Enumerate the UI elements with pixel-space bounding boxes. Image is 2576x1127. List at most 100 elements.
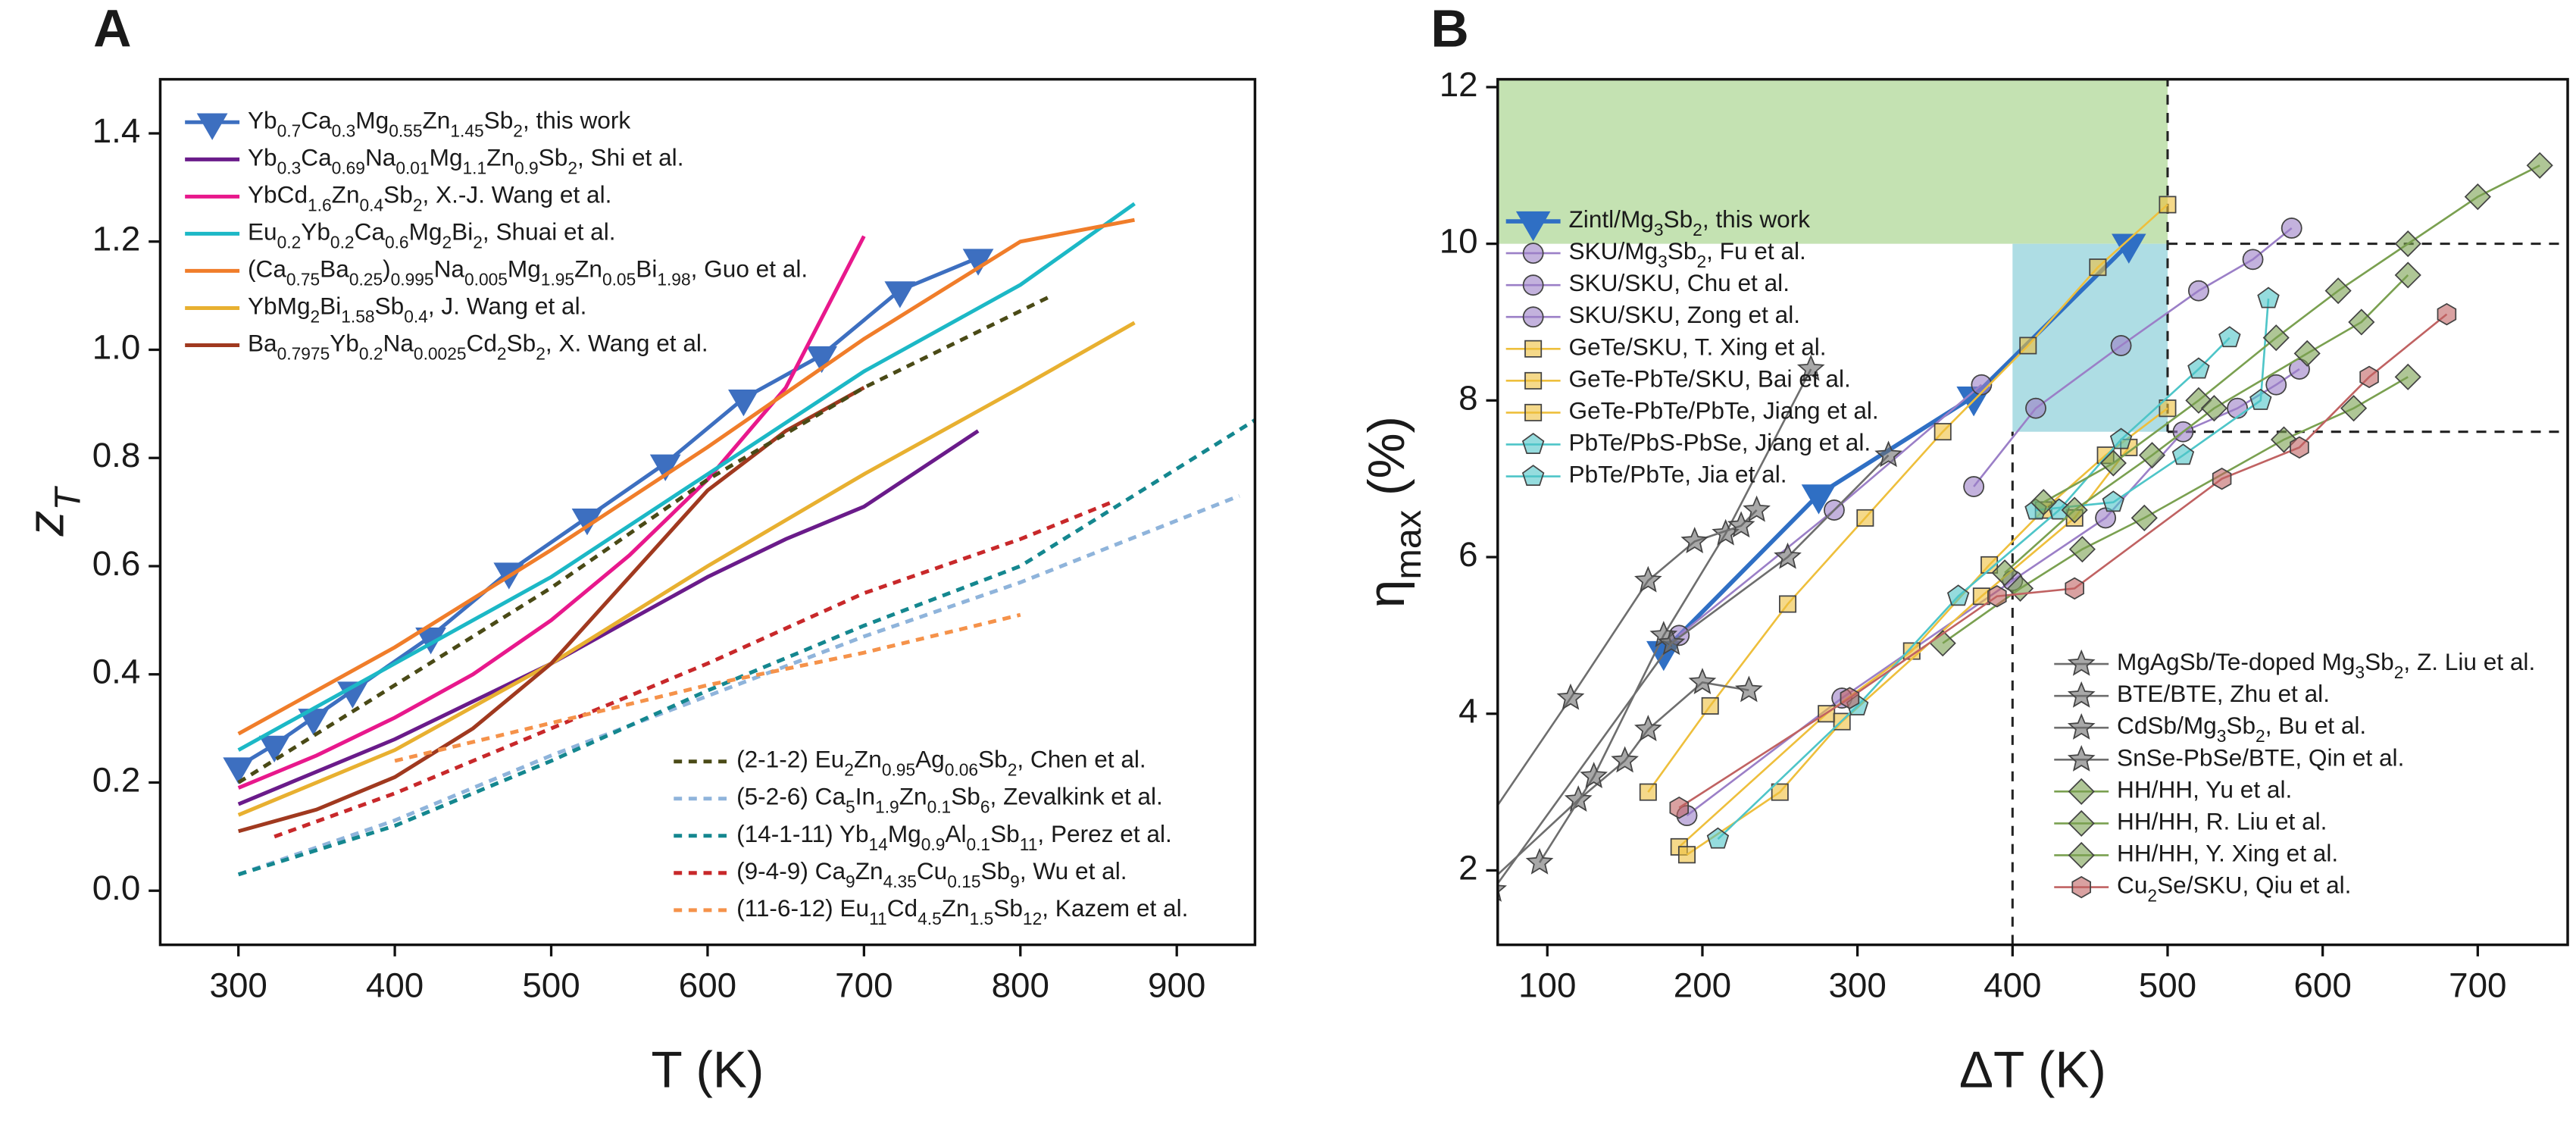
x-axis-title: ΔT (K) [1959, 1041, 2106, 1098]
y-tick-label: 6 [1458, 535, 1477, 574]
data-point [2187, 357, 2210, 379]
data-point [1743, 495, 1771, 522]
legend-label: BTE/BTE, Zhu et al. [2117, 681, 2330, 708]
data-point [2394, 363, 2421, 390]
data-point [2340, 395, 2368, 422]
data-point [1735, 675, 1763, 703]
data-point [2526, 152, 2553, 179]
data-point [1779, 595, 1797, 613]
data-point [2099, 449, 2127, 477]
x-tick-label: 700 [835, 966, 893, 1004]
x-tick-label: 500 [2139, 966, 2196, 1004]
series-line [2043, 164, 2540, 503]
data-point [1796, 354, 1825, 381]
y-tick-label: 0.0 [92, 869, 141, 907]
data-point [1497, 884, 1507, 902]
series-line [237, 321, 1136, 817]
legend-label: SnSe-PbSe/BTE, Qin et al. [2117, 744, 2404, 772]
legend-label: Zintl/Mg3Sb2, this work [1568, 205, 1810, 239]
data-point [1611, 746, 1639, 773]
legend-label: GeTe-PbTe/PbTe, Jiang et al. [1568, 397, 1878, 424]
legend-label: PbTe/PbTe, Jia et al. [1568, 461, 1787, 488]
legend-label: Cu2Se/SKU, Qiu et al. [2117, 872, 2351, 906]
data-point [2293, 340, 2321, 367]
x-tick-label: 200 [1674, 966, 1731, 1004]
series-line [237, 418, 1255, 877]
legend-label: PbTe/PbS-PbSe, Jiang et al. [1568, 429, 1871, 456]
data-point [2394, 261, 2421, 289]
data-point [2159, 399, 2177, 418]
data-point [1657, 628, 1686, 656]
data-point [1677, 846, 1696, 864]
legend-label: (14-1-11) Yb14Mg0.9Al0.1Sb11, Perez et a… [736, 820, 1172, 854]
series-line [274, 499, 1115, 839]
data-point [1639, 783, 1657, 801]
plot-area [223, 202, 1255, 877]
series-line [1497, 681, 1749, 876]
series-line [237, 493, 1240, 877]
y-tick-label: 0.8 [92, 436, 141, 474]
legend-marker [2068, 778, 2095, 805]
legend-marker [1521, 433, 1545, 454]
legend-label: (9-4-9) Ca9Zn4.35Cu0.15Sb9, Wu et al. [736, 857, 1127, 891]
legend-marker [2067, 745, 2096, 772]
legend-marker [1521, 465, 1545, 487]
y-tick-label: 4 [1458, 692, 1477, 731]
x-tick-label: 100 [1518, 966, 1576, 1004]
legend-marker [1522, 243, 1544, 265]
panel-label: B [1430, 0, 1468, 58]
data-point [884, 281, 916, 308]
y-tick-label: 1.0 [92, 328, 141, 367]
legend-label: Eu0.2Yb0.2Ca0.6Mg2Bi2, Shuai et al. [248, 218, 616, 252]
data-point [1840, 687, 1860, 709]
data-point [2265, 374, 2287, 396]
data-point [1680, 527, 1709, 553]
legend-marker [2068, 841, 2095, 869]
legend-marker [2067, 681, 2096, 708]
legend-marker [1524, 340, 1543, 358]
data-point [1991, 559, 2018, 587]
data-point [1497, 819, 1499, 821]
x-tick-label: 400 [1984, 966, 2041, 1004]
x-tick-label: 500 [522, 966, 580, 1004]
data-point [1633, 565, 1662, 593]
data-point [2348, 308, 2375, 336]
legend-marker [2071, 875, 2091, 899]
legend-label: MgAgSb/Te-doped Mg3Sb2, Z. Liu et al. [2117, 648, 2535, 682]
data-point [2065, 577, 2084, 600]
data-point [806, 346, 838, 374]
data-point [2171, 443, 2195, 465]
data-point [2112, 233, 2146, 264]
data-point [649, 454, 681, 481]
series-line [237, 218, 1135, 736]
legend-marker [2067, 649, 2096, 676]
series-line [237, 202, 1136, 752]
data-point [1971, 374, 1993, 396]
legend-label: GeTe-PbTe/SKU, Bai et al. [1568, 365, 1850, 393]
data-point [1669, 797, 1690, 819]
legend-label: YbMg2Bi1.58Sb0.4, J. Wang et al. [248, 293, 586, 327]
data-point [258, 735, 290, 763]
data-point [2437, 302, 2457, 326]
legend-label: (5-2-6) Ca5In1.9Zn0.1Sb6, Zevalkink et a… [736, 783, 1163, 817]
panel-label: A [93, 0, 131, 58]
y-tick-label: 8 [1458, 378, 1477, 417]
data-point [1688, 668, 1717, 694]
legend-marker [2068, 809, 2095, 837]
data-point [2227, 397, 2249, 419]
series-line [1497, 509, 1758, 807]
data-point [1774, 542, 1802, 569]
series-line [237, 293, 1053, 784]
data-point [2061, 496, 2088, 524]
data-point [2394, 230, 2421, 258]
axes-frame [1496, 77, 2569, 947]
y-axis-title: zT [17, 486, 88, 537]
data-point [1987, 584, 2007, 608]
data-point [2324, 277, 2352, 305]
legend-label: (Ca0.75Ba0.25)0.995Na0.005Mg1.95Zn0.05Bi… [248, 255, 808, 290]
legend-label: HH/HH, Y. Xing et al. [2117, 840, 2338, 867]
x-tick-label: 600 [2293, 966, 2351, 1004]
plot-area [1497, 152, 2553, 902]
data-point [728, 389, 759, 417]
